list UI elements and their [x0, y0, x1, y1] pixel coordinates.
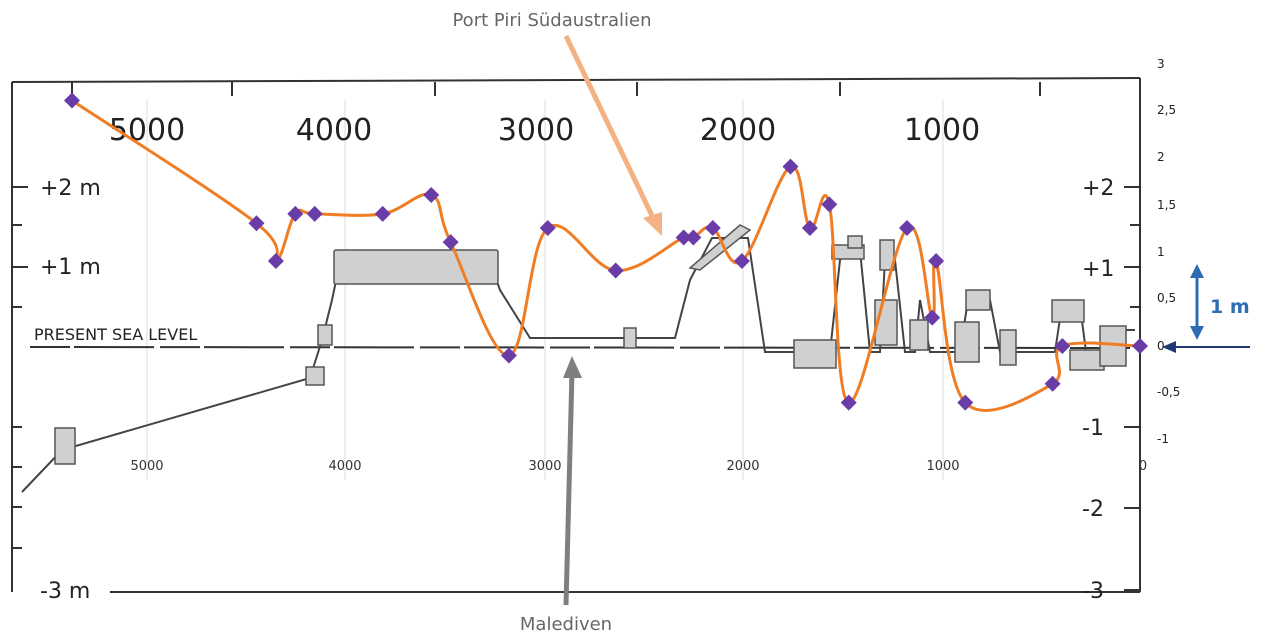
data-point-19: [898, 220, 915, 236]
background-chart: [11, 77, 1141, 593]
data-point-22: [957, 394, 974, 411]
right-big-plus1: +1: [1082, 257, 1114, 282]
data-point-16: [801, 220, 818, 236]
frame-top: [11, 77, 1141, 83]
top-tick-1000: 1000: [904, 113, 980, 148]
data-point-23: [1044, 375, 1061, 392]
data-point-12: [685, 229, 702, 246]
port-piri-arrowhead: [643, 212, 662, 236]
mid-tick-2000: 2000: [726, 459, 759, 474]
right-big-minus3: -3: [1082, 579, 1104, 604]
data-point-20: [924, 309, 941, 326]
right-ticks: [1124, 186, 1140, 591]
data-point-9: [539, 220, 556, 236]
data-point-18: [840, 394, 857, 411]
data-point-21: [928, 253, 945, 270]
data-point-0: [64, 92, 80, 109]
data-point-7: [442, 234, 459, 251]
top-tick-4000: 4000: [296, 113, 372, 148]
data-point-25: [1132, 338, 1148, 354]
data-point-1: [248, 215, 265, 232]
data-point-13: [704, 220, 721, 236]
background-boxes: [54, 224, 1127, 465]
top-ticks: [71, 82, 1041, 96]
right-small-1: 1: [1157, 245, 1165, 259]
scale-bar: [1162, 264, 1250, 353]
data-point-10: [607, 262, 624, 279]
text-layer: Port Piri Südaustralien Malediven PRESEN…: [34, 10, 1250, 635]
data-point-17: [821, 196, 838, 213]
malediven-arrowhead: [563, 356, 582, 378]
scale-bar-head-top: [1190, 264, 1204, 278]
right-small-2: 2: [1157, 150, 1165, 164]
right-small-3: 3: [1157, 57, 1165, 71]
right-small-1-5: 1,5: [1157, 198, 1176, 212]
right-small-minus-1: -1: [1157, 432, 1169, 446]
left-tick-plus1: +1 m: [40, 255, 101, 280]
mid-tick-4000: 4000: [328, 459, 361, 474]
left-tick-minus3: -3 m: [40, 579, 90, 604]
right-small-minus-0-5: -0,5: [1157, 385, 1180, 399]
present-sea-level-label: PRESENT SEA LEVEL: [34, 325, 197, 344]
right-small-2-5: 2,5: [1157, 103, 1176, 117]
mid-tick-0: 0: [1139, 459, 1147, 474]
series-layer: [64, 92, 1148, 412]
vertical-gridlines: [146, 100, 944, 480]
data-point-15: [782, 158, 799, 175]
scale-bar-head-bottom: [1190, 326, 1204, 340]
left-tick-plus2: +2 m: [40, 176, 101, 201]
right-big-plus2: +2: [1082, 176, 1114, 201]
mid-tick-1000: 1000: [926, 459, 959, 474]
right-big-minus2: -2: [1082, 497, 1104, 522]
scale-bar-label: 1 m: [1210, 296, 1250, 318]
top-tick-3000: 3000: [498, 113, 574, 148]
right-small-0-5: 0,5: [1157, 291, 1176, 305]
callout-arrows: [563, 34, 662, 606]
data-point-3: [287, 205, 304, 222]
data-point-14: [733, 253, 750, 270]
data-point-8: [500, 347, 517, 364]
data-point-6: [423, 186, 440, 203]
mid-tick-5000: 5000: [130, 459, 163, 474]
mid-tick-3000: 3000: [528, 459, 561, 474]
data-point-5: [374, 205, 391, 222]
data-point-24: [1054, 338, 1071, 354]
data-point-2: [267, 253, 284, 270]
port-piri-label: Port Piri Südaustralien: [452, 10, 651, 31]
data-point-4: [306, 205, 323, 222]
malediven-label: Malediven: [520, 614, 612, 635]
right-small-0: 0: [1157, 339, 1165, 353]
top-tick-2000: 2000: [700, 113, 776, 148]
right-big-minus1: -1: [1082, 416, 1104, 441]
data-point-11: [675, 229, 692, 246]
malediven-arrow: [563, 371, 575, 606]
port-piri-arrow: [563, 34, 658, 224]
background-sea-level-curve: [21, 237, 1135, 493]
top-tick-5000: 5000: [109, 113, 185, 148]
left-ticks: [12, 186, 28, 549]
zero-pointer-head: [1162, 341, 1176, 353]
